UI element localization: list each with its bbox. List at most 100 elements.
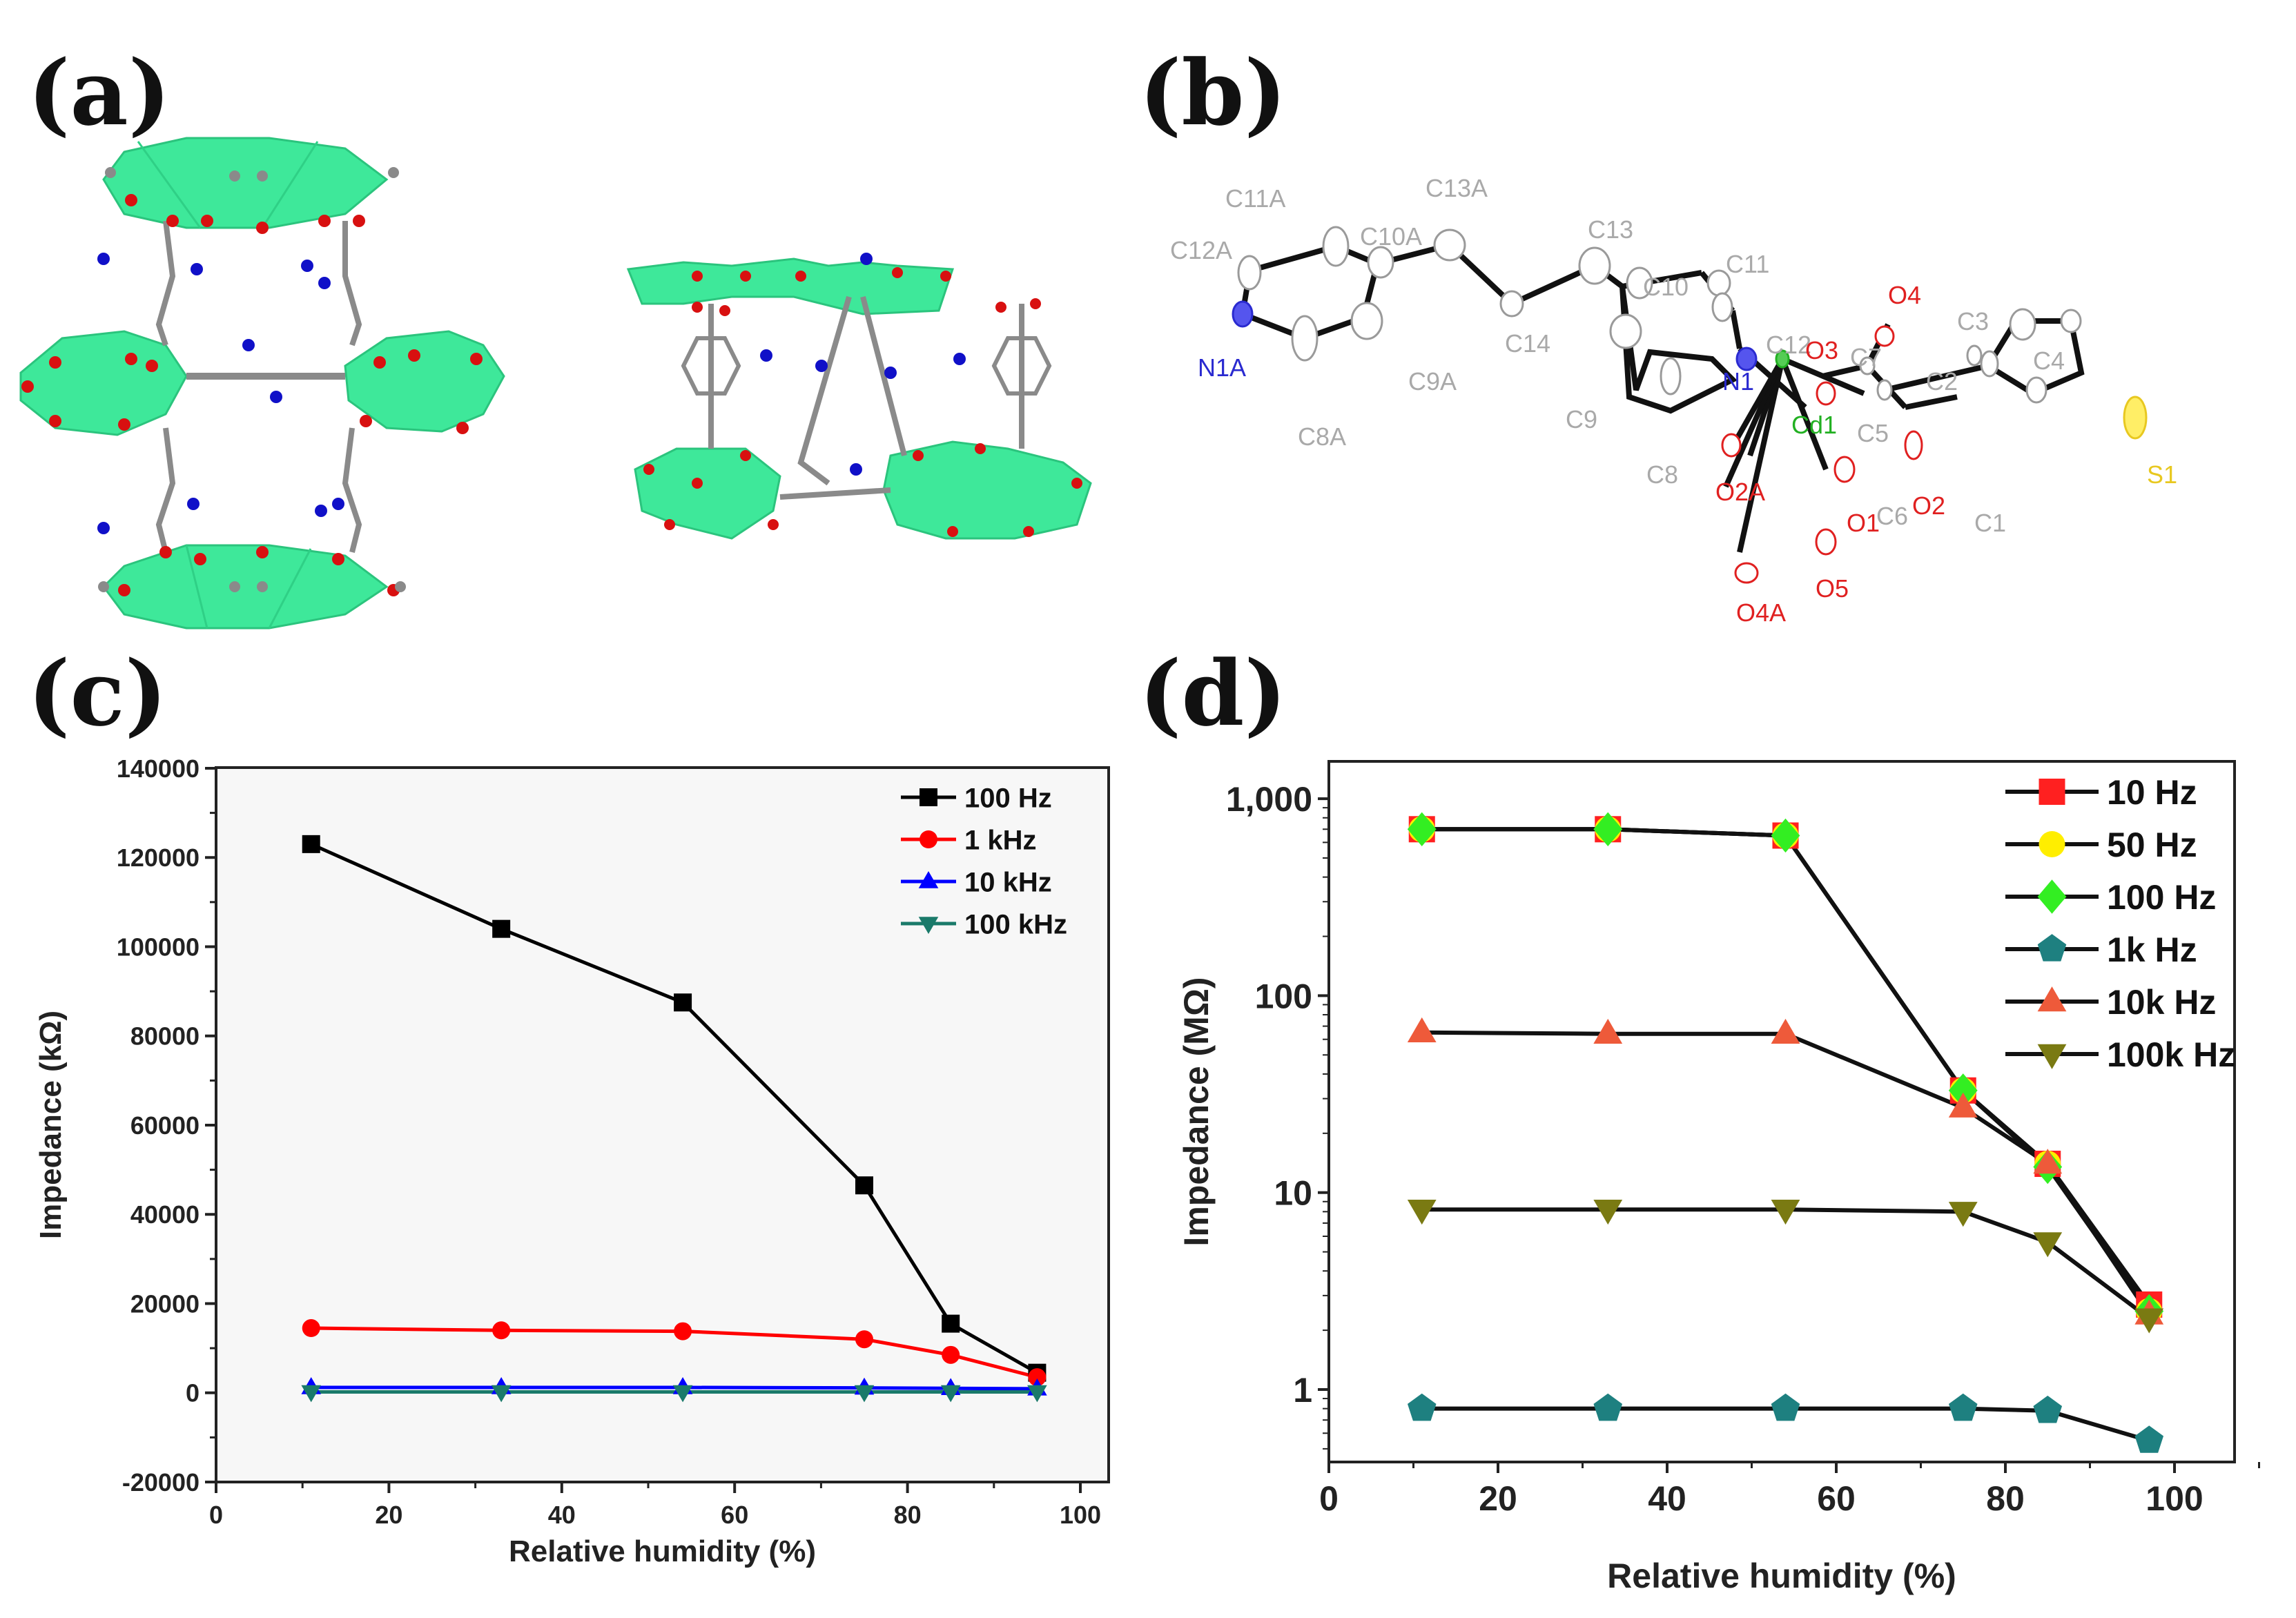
legend-item: 100 kHz [901, 909, 1067, 939]
atom-label: C1 [1974, 509, 2006, 537]
data-point [855, 1176, 873, 1195]
x-axis: 0 20 40 60 80 100 Relative humidity (%) [1319, 1462, 2260, 1595]
atom-label: N1A [1198, 353, 1246, 382]
x-axis: 0 20 40 60 80 100 Relative humidity (%) [209, 1482, 1101, 1568]
ortep-diagram: C12A C11A C10A C13A C13 C14 C10 C11 C12 … [1170, 174, 2177, 627]
legend-label: 1 kHz [964, 825, 1037, 855]
data-point [1771, 1200, 1800, 1225]
data-point [942, 1314, 960, 1333]
y-axis: -20000 0 20000 40000 60000 80000 100000 120000 1… [34, 754, 216, 1497]
data-point [2037, 1044, 2067, 1069]
atom-label: C13A [1426, 174, 1488, 202]
y-tick-label: 0 [186, 1379, 200, 1407]
data-point [1593, 1393, 1623, 1421]
data-point [2033, 1395, 2063, 1423]
atom-label: C5 [1857, 419, 1889, 447]
atom-label: O1 [1847, 509, 1880, 537]
plot-area [215, 766, 1110, 1483]
data-point [302, 835, 320, 853]
x-tick-label: 20 [1479, 1479, 1517, 1518]
legend-item: 10 Hz [2005, 773, 2197, 812]
y-tick-label: 20000 [130, 1289, 200, 1318]
legend-item: 10 kHz [901, 867, 1052, 897]
data-point [301, 1385, 322, 1403]
x-tick-label: 80 [894, 1501, 922, 1529]
series-1-khz [311, 1326, 1038, 1379]
series-1k-hz [1421, 1406, 2150, 1443]
x-tick-label: 0 [1319, 1479, 1339, 1518]
atom-label: C4 [2033, 347, 2065, 375]
x-tick-label: 100 [1060, 1501, 1101, 1529]
series-10-khz [311, 1385, 1038, 1391]
plot-area [1327, 760, 2236, 1463]
markers-100k-hz [1407, 1200, 2164, 1334]
y-tick-label: 80000 [130, 1022, 200, 1051]
legend-label: 10 kHz [964, 867, 1052, 897]
legend-item: 100k Hz [2005, 1035, 2235, 1074]
data-point [491, 1385, 512, 1403]
data-point [1948, 1092, 1978, 1118]
atom-label: C10 [1643, 273, 1689, 301]
legend: 100 Hz 1 kHz 10 kHz 100 kHz [901, 783, 1067, 939]
data-point [1593, 1200, 1623, 1225]
legend-label: 100 Hz [2107, 878, 2216, 917]
data-point [1027, 1385, 1047, 1403]
y-tick-label: 120000 [117, 844, 200, 872]
legend-item: 1k Hz [2005, 930, 2197, 969]
atom-label: C9A [1408, 367, 1457, 396]
atom-label: C12 [1766, 331, 1811, 359]
data-point [1948, 1393, 1978, 1421]
data-point [1407, 1200, 1437, 1225]
atom-label: C9 [1566, 405, 1597, 433]
legend-item: 100 Hz [901, 783, 1052, 813]
atom-label: C8 [1646, 460, 1678, 489]
atom-label: O2 [1912, 491, 1945, 520]
y-tick-label: 100000 [117, 933, 200, 961]
x-tick-label: 40 [548, 1501, 576, 1529]
legend-label: 10k Hz [2107, 983, 2216, 1022]
x-tick-label: 20 [375, 1501, 402, 1529]
panel-label-c: (c) [28, 641, 168, 746]
legend-item: 10k Hz [2005, 983, 2216, 1022]
y-tick-label: 40000 [130, 1200, 200, 1229]
y-axis-label: Impedance (kΩ) [34, 1011, 68, 1239]
legend-item: 100 Hz [2005, 878, 2216, 917]
data-point [674, 1322, 692, 1341]
data-point [2039, 831, 2065, 857]
y-axis-label: Impedance (MΩ) [1177, 977, 1216, 1246]
x-tick-label: 60 [1817, 1479, 1856, 1518]
data-point [2134, 1308, 2164, 1334]
atom-label: O4 [1888, 281, 1921, 309]
atom-label: C11A [1225, 184, 1285, 213]
framework-right [626, 253, 1092, 540]
chart-c: 0 20 40 60 80 100 Relative humidity (%) -20000 0… [34, 754, 1110, 1568]
x-tick-label: 40 [1648, 1479, 1686, 1518]
legend: 10 Hz 50 Hz 100 Hz 1k Hz 10k Hz 100k Hz [2005, 773, 2235, 1074]
atom-label: C2 [1926, 367, 1958, 396]
atom-label: C10A [1360, 222, 1422, 251]
data-point [918, 917, 939, 934]
legend-label: 100k Hz [2107, 1035, 2235, 1074]
data-point [2033, 1149, 2063, 1174]
panel-label-a: (a) [28, 40, 171, 146]
atom-label: S1 [2147, 460, 2177, 489]
y-tick-label: 10 [1274, 1174, 1312, 1213]
atom-label: C6 [1876, 502, 1908, 530]
series-100k-hz [1421, 1207, 2151, 1320]
markers-100-hz [302, 835, 1047, 1382]
y-tick-label: 60000 [130, 1111, 200, 1140]
atom-label: C14 [1505, 329, 1550, 358]
data-point [2037, 934, 2067, 962]
series-100-hz [310, 842, 1038, 1374]
legend-label: 50 Hz [2107, 826, 2197, 864]
atom-label: C13 [1588, 215, 1633, 244]
legend-label: 100 kHz [964, 909, 1067, 939]
data-point [940, 1385, 961, 1403]
markers-1k-hz [1407, 1393, 2164, 1453]
plot-frame [215, 766, 1110, 1483]
atom-label: Cd1 [1791, 411, 1837, 439]
framework-left [19, 137, 505, 630]
x-tick-label: 80 [1986, 1479, 2025, 1518]
panel-label-d: (d) [1139, 641, 1287, 746]
data-point [920, 788, 937, 806]
